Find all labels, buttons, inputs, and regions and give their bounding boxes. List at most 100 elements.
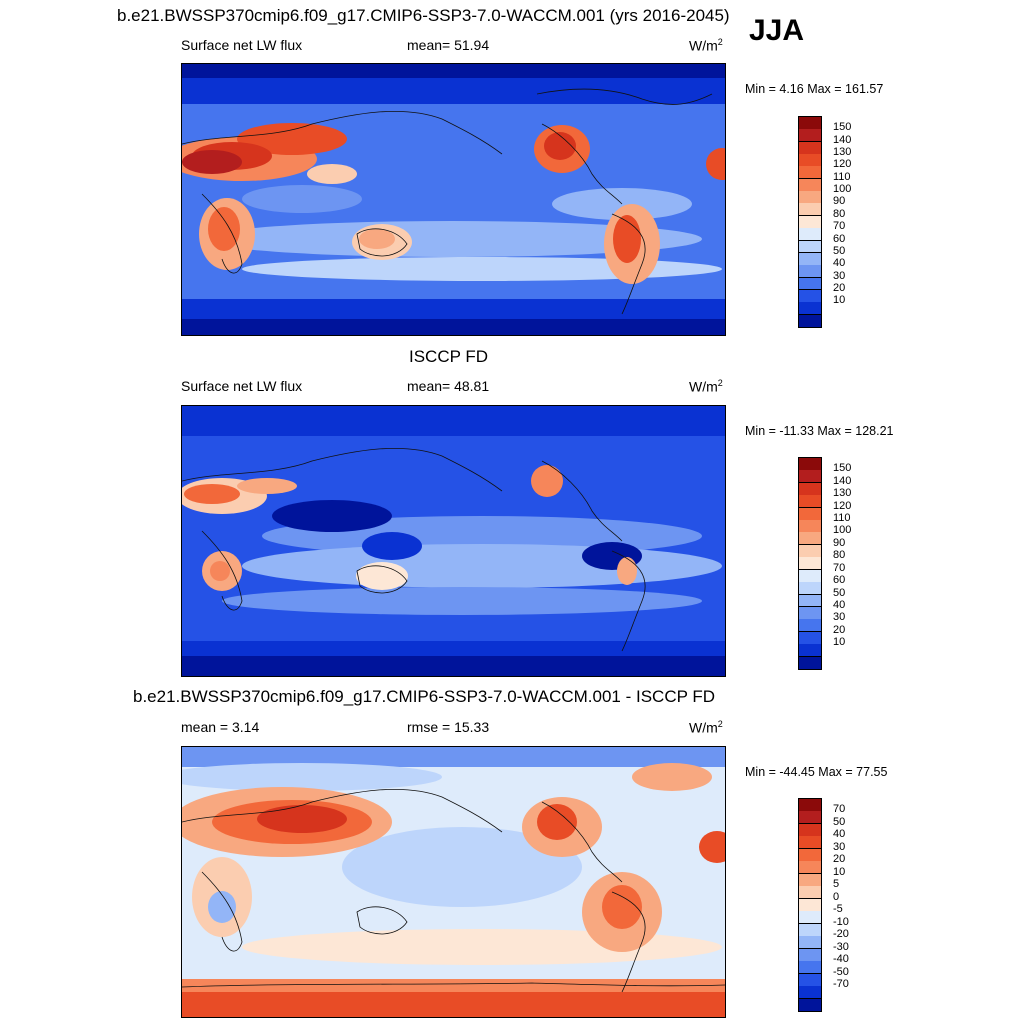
colorbar-tick-label: 30 bbox=[833, 611, 846, 624]
panel-variable-label: Surface net LW flux bbox=[181, 37, 303, 53]
colorbar-swatch bbox=[799, 923, 821, 937]
colorbar-swatch bbox=[799, 557, 821, 571]
colorbar-swatch bbox=[799, 277, 821, 291]
map-model bbox=[181, 63, 726, 336]
colorbar-swatch bbox=[799, 203, 821, 217]
panel-rmse-label: rmse = 15.33 bbox=[407, 719, 490, 735]
colorbar-tick-label: 40 bbox=[833, 828, 846, 841]
colorbar-tick-label: 60 bbox=[833, 232, 846, 245]
colorbar-tick-label: 100 bbox=[833, 183, 852, 196]
colorbar-swatch bbox=[799, 117, 821, 130]
colorbar-swatch bbox=[799, 582, 821, 596]
colorbar-swatch bbox=[799, 848, 821, 862]
colorbar-swatch bbox=[799, 252, 821, 266]
colorbar-tick-label: 20 bbox=[833, 853, 846, 866]
colorbar-tick-label: 10 bbox=[833, 865, 846, 878]
colorbar-tick-label: 0 bbox=[833, 890, 840, 903]
colorbar-swatch bbox=[799, 811, 821, 825]
colorbar-swatch bbox=[799, 619, 821, 633]
colorbar-swatches bbox=[798, 116, 822, 328]
colorbar-swatches bbox=[798, 457, 822, 670]
colorbar-tick-label: 150 bbox=[833, 121, 852, 134]
colorbar-swatch bbox=[799, 631, 821, 645]
colorbar-tick-label: -30 bbox=[833, 940, 849, 953]
season-label: JJA bbox=[749, 14, 805, 47]
panel-units-label: W/m2 bbox=[689, 37, 723, 54]
colorbar-tick-label: 100 bbox=[833, 524, 852, 537]
panel-minmax-label: Min = -11.33 Max = 128.21 bbox=[745, 424, 894, 438]
colorbar-swatch bbox=[799, 495, 821, 509]
colorbar-swatch bbox=[799, 240, 821, 254]
colorbar-swatch bbox=[799, 861, 821, 875]
colorbar-tick-label: -50 bbox=[833, 965, 849, 978]
colorbar-tick-label: -5 bbox=[833, 903, 843, 916]
colorbar-tick-label: 130 bbox=[833, 487, 852, 500]
colorbar-swatch bbox=[799, 656, 821, 670]
map-diff bbox=[181, 746, 726, 1018]
colorbar-swatch bbox=[799, 836, 821, 850]
colorbar-swatch bbox=[799, 470, 821, 484]
panel-minmax-label: Min = 4.16 Max = 161.57 bbox=[745, 82, 884, 96]
colorbar-tick-label: -70 bbox=[833, 978, 849, 991]
colorbar-swatch bbox=[799, 166, 821, 180]
colorbar-swatch bbox=[799, 823, 821, 837]
colorbar-tick-label: -40 bbox=[833, 953, 849, 966]
colorbar-swatch bbox=[799, 961, 821, 975]
panel-minmax-label: Min = -44.45 Max = 77.55 bbox=[745, 765, 888, 779]
colorbar-swatch bbox=[799, 482, 821, 496]
main-title: b.e21.BWSSP370cmip6.f09_g17.CMIP6-SSP3-7… bbox=[117, 6, 730, 25]
colorbar-swatch bbox=[799, 606, 821, 620]
colorbar-swatch bbox=[799, 129, 821, 143]
colorbar-tick-label: 130 bbox=[833, 146, 852, 159]
colorbar-swatch bbox=[799, 886, 821, 900]
panel-mean-label: mean= 48.81 bbox=[407, 378, 490, 394]
colorbar-swatch bbox=[799, 178, 821, 192]
colorbar-swatch bbox=[799, 569, 821, 583]
colorbar-tick-label: 10 bbox=[833, 636, 846, 649]
colorbar-tick-label: 50 bbox=[833, 586, 846, 599]
colorbar-tick-label: 20 bbox=[833, 623, 846, 636]
colorbar-swatch bbox=[799, 911, 821, 925]
colorbar-tick-label: 70 bbox=[833, 803, 846, 816]
panel-mean-label: mean = 3.14 bbox=[181, 719, 260, 735]
colorbar-swatch bbox=[799, 265, 821, 279]
colorbar-tick-label: 10 bbox=[833, 294, 846, 307]
colorbar-tick-label: 50 bbox=[833, 815, 846, 828]
colorbar-swatch bbox=[799, 948, 821, 962]
colorbar-tick-label: 140 bbox=[833, 133, 852, 146]
panel-title: b.e21.BWSSP370cmip6.f09_g17.CMIP6-SSP3-7… bbox=[133, 687, 716, 706]
colorbar-swatch bbox=[799, 936, 821, 950]
colorbar-tick-label: 90 bbox=[833, 536, 846, 549]
colorbar-swatch bbox=[799, 973, 821, 987]
colorbar-tick-label: -10 bbox=[833, 915, 849, 928]
colorbar-tick-label: 70 bbox=[833, 561, 846, 574]
colorbar-swatches bbox=[798, 798, 822, 1012]
colorbar-swatch bbox=[799, 873, 821, 887]
colorbar-swatch bbox=[799, 544, 821, 558]
panel-title: ISCCP FD bbox=[409, 347, 489, 366]
colorbar-tick-label: 40 bbox=[833, 598, 846, 611]
colorbar-tick-label: 150 bbox=[833, 462, 852, 475]
panel-units-label: W/m2 bbox=[689, 378, 723, 395]
colorbar-tick-label: -20 bbox=[833, 928, 849, 941]
colorbar-swatch bbox=[799, 520, 821, 533]
panel-variable-label: Surface net LW flux bbox=[181, 378, 303, 394]
colorbar-swatch bbox=[799, 458, 821, 471]
colorbar-tick-label: 140 bbox=[833, 474, 852, 487]
colorbar-swatch bbox=[799, 228, 821, 242]
colorbar-tick-label: 40 bbox=[833, 257, 846, 270]
colorbar-swatch bbox=[799, 507, 821, 521]
colorbar-swatch bbox=[799, 644, 821, 658]
colorbar-swatch bbox=[799, 898, 821, 912]
colorbar-tick-label: 30 bbox=[833, 269, 846, 282]
colorbar-tick-label: 60 bbox=[833, 574, 846, 587]
colorbar-swatch bbox=[799, 532, 821, 546]
panel-mean-label: mean= 51.94 bbox=[407, 37, 490, 53]
colorbar-tick-label: 120 bbox=[833, 158, 852, 171]
colorbar-tick-label: 110 bbox=[833, 512, 851, 525]
map-obs bbox=[181, 405, 726, 677]
colorbar-swatch bbox=[799, 302, 821, 316]
colorbar-tick-label: 5 bbox=[833, 878, 840, 891]
colorbar-swatch bbox=[799, 986, 821, 1000]
colorbar-tick-label: 120 bbox=[833, 499, 852, 512]
